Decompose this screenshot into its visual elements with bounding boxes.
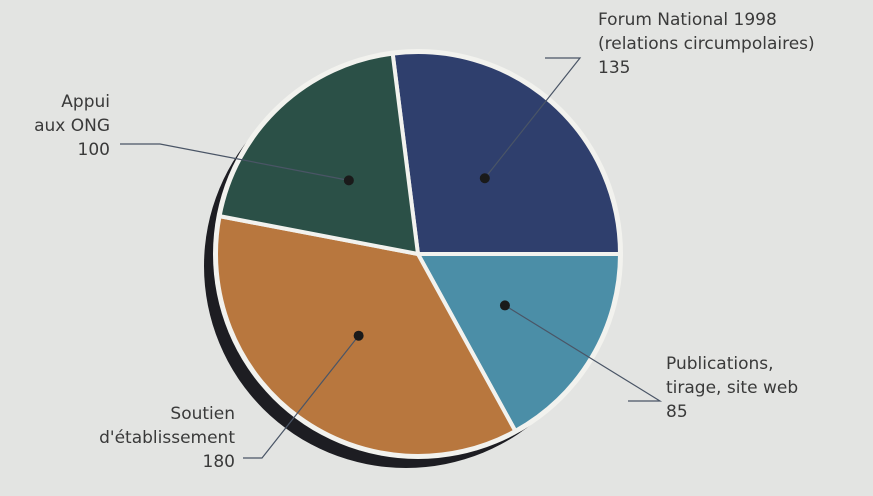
pie-slice	[214, 213, 519, 458]
leader-dot	[499, 300, 510, 311]
pie-slice	[414, 252, 623, 434]
leader-line	[243, 335, 360, 459]
value-label: 180	[202, 452, 235, 472]
leader-line	[120, 143, 349, 181]
leader-dot	[479, 173, 490, 184]
category-name: Publications, tirage, site web	[666, 354, 799, 398]
leader-dot	[343, 175, 354, 186]
value-label: 135	[598, 58, 631, 78]
value-label: 85	[666, 402, 688, 422]
leader-line	[484, 57, 582, 179]
category-name: Forum National 1998 (relations circumpol…	[598, 10, 815, 54]
slice-label: Appui aux ONG 100	[0, 90, 110, 162]
leader-line	[504, 304, 663, 402]
category-name: Soutien d'établissement	[99, 404, 235, 448]
pie-slice	[390, 50, 623, 256]
leader-dot	[353, 330, 364, 341]
category-name: Appui aux ONG	[34, 92, 110, 136]
slice-label: Publications, tirage, site web 85	[666, 352, 798, 424]
slice-label: Soutien d'établissement 180	[40, 402, 235, 474]
pie-slice	[217, 51, 421, 257]
slice-label: Forum National 1998 (relations circumpol…	[598, 8, 815, 80]
value-label: 100	[77, 140, 110, 160]
